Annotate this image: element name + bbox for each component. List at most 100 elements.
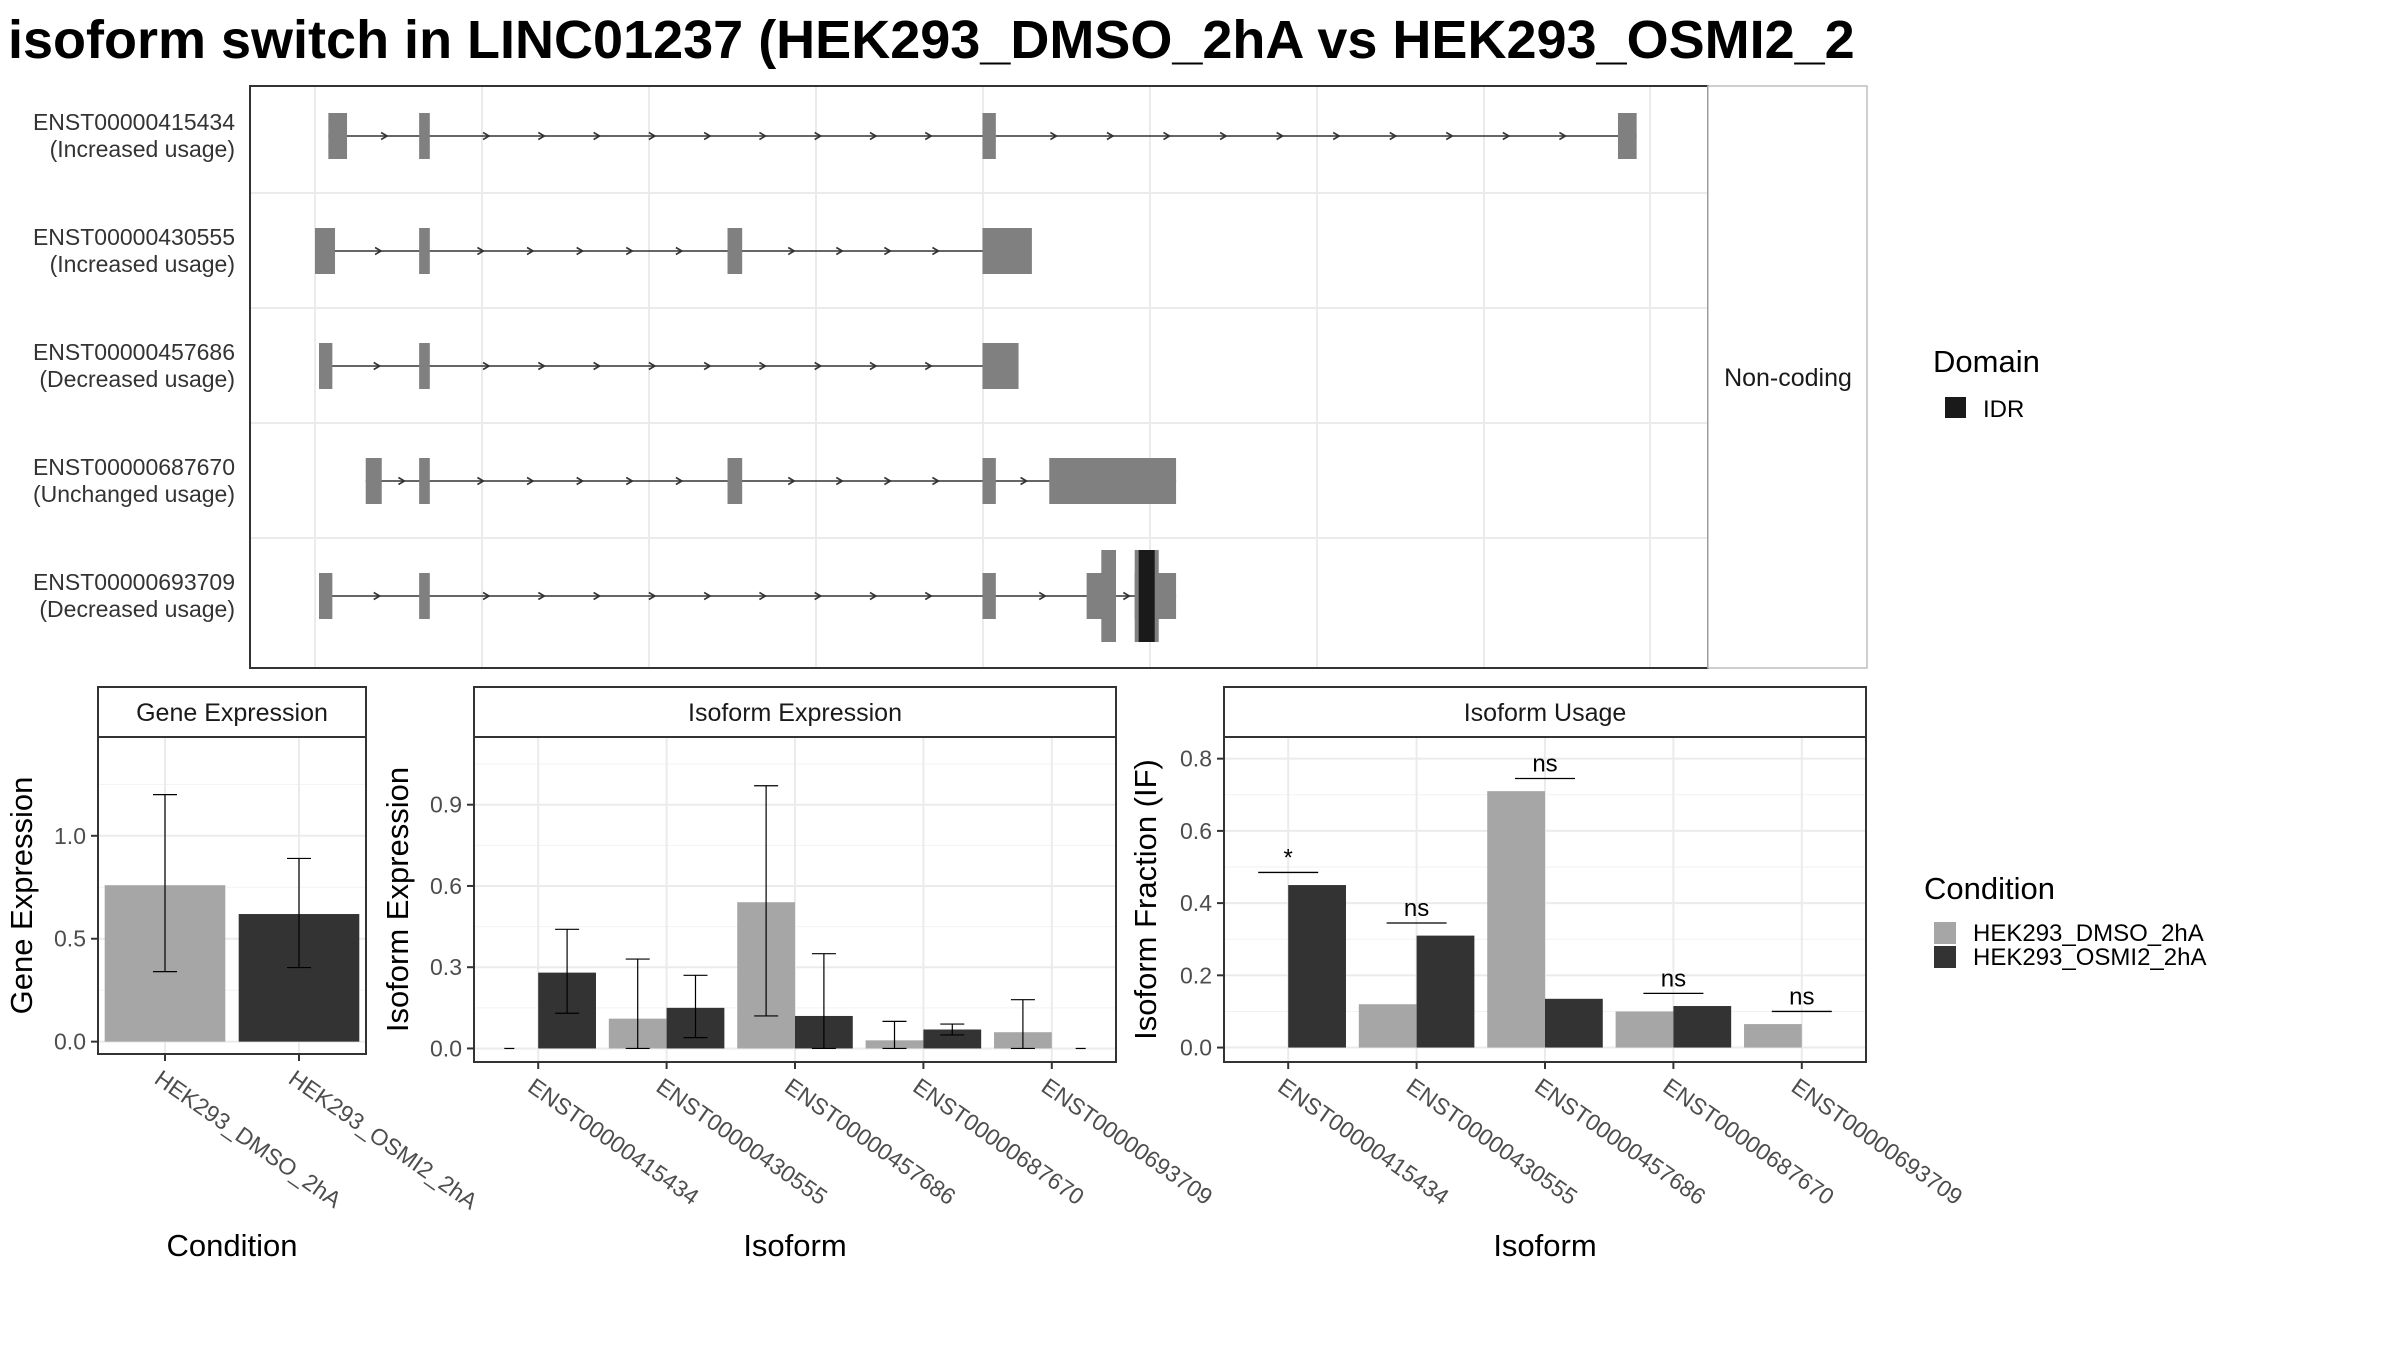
intron-direction-arrow xyxy=(526,476,535,486)
intron-direction-arrow xyxy=(373,361,382,371)
y-tick-label: 0.6 xyxy=(1180,818,1212,844)
facet-strip-label: Isoform Usage xyxy=(1464,699,1627,727)
intron-direction-arrow xyxy=(883,246,892,256)
dmso-bar xyxy=(1358,1004,1417,1048)
exon-block xyxy=(1049,458,1177,504)
idr-legend-label: IDR xyxy=(1983,396,2024,423)
transcript-id-label: ENST00000457686 xyxy=(33,339,235,365)
intron-direction-arrow xyxy=(576,476,585,486)
x-axis-title: Condition xyxy=(167,1228,298,1263)
structure-plot-background xyxy=(250,86,1708,668)
intron-direction-arrow xyxy=(883,476,892,486)
transcript-id-label: ENST00000693709 xyxy=(33,569,235,595)
intron-direction-arrow xyxy=(593,361,602,371)
intron-direction-arrow xyxy=(869,131,878,141)
intron-direction-arrow xyxy=(593,131,602,141)
intron-direction-arrow xyxy=(924,131,933,141)
condition-legend-label: HEK293_OSMI2_2hA xyxy=(1973,944,2206,971)
intron-direction-arrow xyxy=(675,476,684,486)
intron-direction-arrow xyxy=(1445,131,1454,141)
intron-direction-arrow xyxy=(1502,131,1511,141)
exon-block xyxy=(328,113,348,159)
x-axis-title: Isoform xyxy=(1493,1228,1596,1263)
intron-direction-arrow xyxy=(648,361,657,371)
y-tick-label: 0.3 xyxy=(430,954,462,980)
exon-block xyxy=(419,228,430,274)
y-tick-label: 0.8 xyxy=(1180,746,1212,772)
intron-direction-arrow xyxy=(1106,131,1115,141)
intron-direction-arrow xyxy=(924,591,933,601)
intron-direction-arrow xyxy=(477,476,486,486)
osmi-bar xyxy=(923,1029,982,1049)
significance-label: * xyxy=(1284,844,1293,871)
y-axis-title: Isoform Fraction (IF) xyxy=(1128,759,1163,1040)
exon-block xyxy=(319,343,333,389)
transcript-usage-label: (Increased usage) xyxy=(50,251,235,277)
transcript-id-label: ENST00000687670 xyxy=(33,454,235,480)
facet-strip xyxy=(473,686,1117,738)
y-tick-label: 0.0 xyxy=(1180,1035,1212,1061)
exon-block xyxy=(419,343,430,389)
transcript-usage-label: (Unchanged usage) xyxy=(33,481,235,507)
intron-direction-arrow xyxy=(869,361,878,371)
intron-direction-arrow xyxy=(482,131,491,141)
intron-direction-arrow xyxy=(1276,131,1285,141)
intron-direction-arrow xyxy=(932,476,941,486)
exon-block xyxy=(982,343,1019,389)
significance-label: ns xyxy=(1532,751,1557,778)
intron-direction-arrow xyxy=(537,361,546,371)
condition-legend-key xyxy=(1934,946,1956,968)
exon-block xyxy=(982,113,996,159)
facet-strip-label: Gene Expression xyxy=(136,699,328,727)
intron-direction-arrow xyxy=(398,476,407,486)
dmso-bar xyxy=(1487,791,1545,1048)
intron-direction-arrow xyxy=(1163,131,1172,141)
intron-direction-arrow xyxy=(1389,131,1398,141)
y-axis-title: Isoform Expression xyxy=(380,767,415,1032)
osmi-bar xyxy=(1545,998,1603,1048)
intron-direction-arrow xyxy=(477,246,486,256)
transcript-structure-panel: ENST00000415434(Increased usage)ENST0000… xyxy=(33,85,1868,669)
x-axis-title: Isoform xyxy=(743,1228,846,1263)
intron-direction-arrow xyxy=(380,131,389,141)
transcript-id-label: ENST00000430555 xyxy=(33,224,235,250)
y-tick-label: 1.0 xyxy=(54,823,86,849)
intron-direction-arrow xyxy=(648,591,657,601)
intron-direction-arrow xyxy=(625,246,634,256)
intron-direction-arrow xyxy=(576,246,585,256)
exon-block xyxy=(982,573,996,619)
transcript-usage-label: (Decreased usage) xyxy=(39,366,235,392)
intron-direction-arrow xyxy=(814,131,823,141)
domain-legend: Domain IDR xyxy=(1933,344,2040,423)
exon-block xyxy=(1617,113,1637,159)
significance-label: ns xyxy=(1789,983,1814,1010)
dmso-bar xyxy=(1615,1011,1674,1048)
y-tick-label: 0.5 xyxy=(54,926,86,952)
facet-strip-label: Isoform Expression xyxy=(688,699,902,727)
osmi-bar xyxy=(1673,1006,1732,1048)
noncoding-strip xyxy=(1707,85,1868,669)
intron-direction-arrow xyxy=(703,131,712,141)
domain-legend-title: Domain xyxy=(1933,344,2040,379)
y-axis-title: Gene Expression xyxy=(4,777,39,1015)
intron-direction-arrow xyxy=(814,591,823,601)
intron-direction-arrow xyxy=(1219,131,1228,141)
intron-direction-arrow xyxy=(1020,476,1029,486)
significance-label: ns xyxy=(1404,895,1429,922)
intron-direction-arrow xyxy=(869,591,878,601)
intron-direction-arrow xyxy=(932,246,941,256)
exon-block xyxy=(727,458,743,504)
dmso-bar xyxy=(1744,1024,1802,1048)
idr-domain-block xyxy=(1138,550,1155,642)
intron-direction-arrow xyxy=(482,361,491,371)
condition-legend-key xyxy=(1934,922,1956,944)
osmi-bar xyxy=(1416,935,1475,1048)
intron-direction-arrow xyxy=(593,591,602,601)
y-tick-label: 0.0 xyxy=(430,1035,462,1061)
significance-label: ns xyxy=(1661,965,1686,992)
intron-direction-arrow xyxy=(648,131,657,141)
intron-direction-arrow xyxy=(814,361,823,371)
intron-direction-arrow xyxy=(703,361,712,371)
